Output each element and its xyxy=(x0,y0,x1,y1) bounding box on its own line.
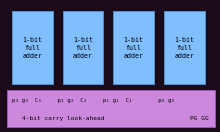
FancyBboxPatch shape xyxy=(113,11,154,84)
Text: 4-bit carry look-ahead: 4-bit carry look-ahead xyxy=(22,116,104,121)
Text: 1-bit
full
adder: 1-bit full adder xyxy=(73,37,93,58)
FancyBboxPatch shape xyxy=(7,90,214,127)
Text: PG GG: PG GG xyxy=(190,116,209,121)
Text: 1-bit
full
adder: 1-bit full adder xyxy=(124,37,144,58)
FancyBboxPatch shape xyxy=(12,11,53,84)
Text: 1-bit
full
adder: 1-bit full adder xyxy=(22,37,42,58)
Text: p₃ g₃  C₃     p₂ g₂  C₂     p₁ g₁  C₁        p₀ g₀: p₃ g₃ C₃ p₂ g₂ C₂ p₁ g₁ C₁ p₀ g₀ xyxy=(12,98,175,103)
Text: 1-bit
full
adder: 1-bit full adder xyxy=(174,37,194,58)
FancyBboxPatch shape xyxy=(164,11,205,84)
FancyBboxPatch shape xyxy=(63,11,103,84)
